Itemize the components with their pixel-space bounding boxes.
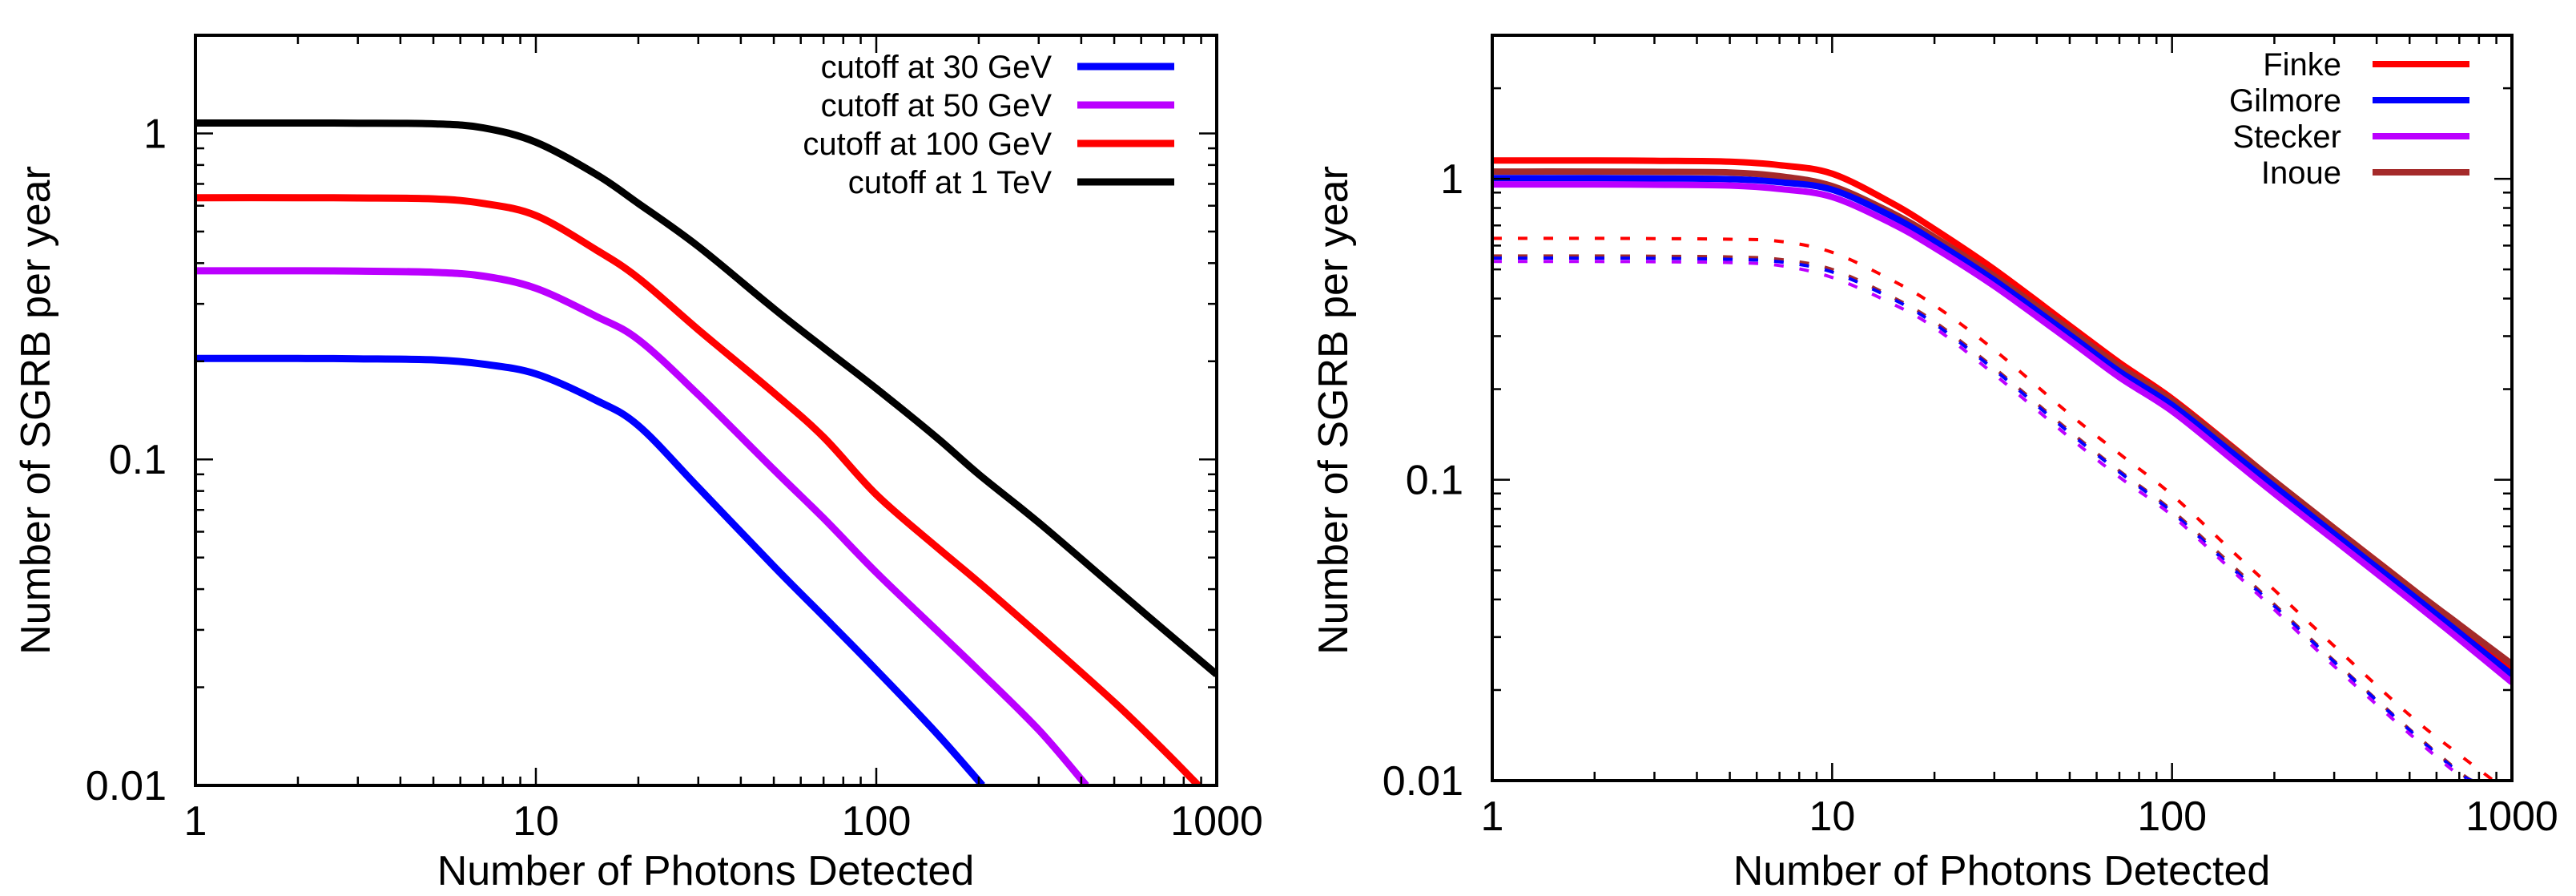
ebl-ticks xyxy=(1491,34,2514,782)
ebl-panel: 1 10 100 1000 0.01 0.1 1 Number of Photons Det… xyxy=(1310,34,2558,894)
cutoff-series-cutoff-at-30-gev xyxy=(195,354,985,785)
ebl-legend-label: Finke xyxy=(2263,47,2341,83)
ebl-series-finke xyxy=(1492,157,2512,670)
cutoff-legend-label: cutoff at 50 GeV xyxy=(821,88,1053,123)
ebl-legend-label: Gilmore xyxy=(2229,83,2341,119)
cutoff-x-tick-label: 1 xyxy=(184,798,207,845)
ebl-series-gilmore xyxy=(1492,175,2512,677)
cutoff-series-cutoff-at-50-gev xyxy=(195,267,1089,785)
cutoff-x-tick-label: 100 xyxy=(842,798,912,845)
cutoff-y-tick-label: 0.01 xyxy=(86,763,167,809)
cutoff-series-cutoff-at-100-gev xyxy=(195,194,1201,785)
cutoff-x-tick-label: 10 xyxy=(513,798,559,845)
ebl-legend-item-stecker: Stecker xyxy=(2232,119,2469,155)
ebl-x-tick-label: 1000 xyxy=(2465,793,2558,840)
ebl-x-axis-title: Number of Photons Detected xyxy=(1733,848,2271,894)
cutoff-curves xyxy=(195,119,1217,785)
cutoff-x-axis-title: Number of Photons Detected xyxy=(437,848,975,894)
cutoff-y-axis-title: Number of SGRB per year xyxy=(13,166,59,655)
ebl-legend-item-finke: Finke xyxy=(2263,47,2469,83)
ebl-legend-item-gilmore: Gilmore xyxy=(2229,83,2469,119)
ebl-legend-item-inoue: Inoue xyxy=(2261,155,2469,191)
cutoff-legend-label: cutoff at 30 GeV xyxy=(821,50,1053,85)
ebl-series-finke-dashed xyxy=(1492,236,2495,781)
ebl-x-tick-label: 10 xyxy=(1809,793,1855,840)
ebl-legend-label: Inoue xyxy=(2261,155,2341,191)
cutoff-plot-frame xyxy=(194,34,1218,787)
cutoff-legend-item-cutoff-at-50-gev: cutoff at 50 GeV xyxy=(821,88,1174,123)
ebl-plot-frame xyxy=(1491,34,2514,782)
ebl-y-tick-label: 0.01 xyxy=(1383,758,1463,805)
cutoff-ticks xyxy=(194,34,1218,787)
cutoff-tick-labels: 1 10 100 1000 0.01 0.1 1 xyxy=(86,111,1263,845)
ebl-series-stecker-dashed xyxy=(1492,260,2470,781)
cutoff-x-tick-label: 1000 xyxy=(1170,798,1263,845)
ebl-series-stecker xyxy=(1492,181,2512,685)
cutoff-panel: 1 10 100 1000 0.01 0.1 1 Number of Photons Det… xyxy=(13,34,1263,894)
ebl-curves xyxy=(1492,157,2512,781)
ebl-x-tick-label: 100 xyxy=(2137,793,2207,840)
cutoff-y-tick-label: 1 xyxy=(143,111,167,157)
ebl-legend-label: Stecker xyxy=(2232,119,2341,155)
ebl-series-inoue xyxy=(1492,168,2512,667)
ebl-x-tick-label: 1 xyxy=(1481,793,1504,840)
ebl-series-gilmore-dashed xyxy=(1492,256,2473,781)
cutoff-y-tick-label: 0.1 xyxy=(109,437,167,483)
cutoff-legend-item-cutoff-at-1-tev: cutoff at 1 TeV xyxy=(848,165,1174,200)
cutoff-legend-item-cutoff-at-30-gev: cutoff at 30 GeV xyxy=(821,50,1174,85)
cutoff-legend-label: cutoff at 1 TeV xyxy=(848,165,1053,200)
ebl-y-tick-label: 1 xyxy=(1440,156,1463,203)
ebl-y-tick-label: 0.1 xyxy=(1406,458,1463,504)
cutoff-series-cutoff-at-1-tev xyxy=(195,119,1217,677)
cutoff-legend-item-cutoff-at-100-gev: cutoff at 100 GeV xyxy=(803,127,1174,162)
ebl-y-axis-title: Number of SGRB per year xyxy=(1310,166,1357,655)
cutoff-legend-label: cutoff at 100 GeV xyxy=(803,127,1052,162)
ebl-tick-labels: 1 10 100 1000 0.01 0.1 1 xyxy=(1383,156,2558,840)
